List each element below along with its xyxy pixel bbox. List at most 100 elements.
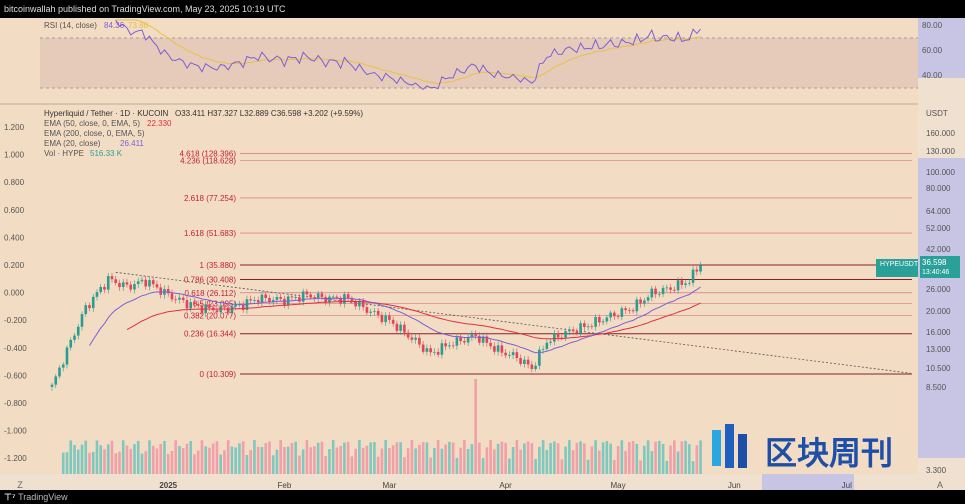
candle-body	[534, 365, 537, 369]
candle-body	[568, 329, 571, 332]
zoom-label[interactable]: Z	[17, 480, 23, 490]
right-tick: 130.000	[926, 147, 955, 156]
candle-body	[376, 310, 380, 315]
candle-body	[661, 287, 665, 294]
candle-body	[264, 294, 267, 299]
right-tick: 20.000	[926, 307, 951, 316]
candle-body	[433, 351, 436, 353]
volume-bar	[170, 450, 174, 474]
volume-bar	[429, 457, 432, 474]
candle-body	[478, 335, 481, 343]
candle-body	[455, 337, 459, 346]
candle-body	[84, 305, 88, 315]
time-axis[interactable]	[0, 474, 918, 494]
volume-bar	[324, 456, 327, 474]
watermark-logo-bar	[738, 434, 747, 468]
volume-bar	[556, 443, 560, 474]
fib-label: 1 (35.880)	[200, 261, 237, 270]
volume-bar	[688, 444, 691, 474]
volume-bar	[451, 442, 455, 474]
volume-bar	[466, 449, 470, 474]
volume-bar	[73, 444, 76, 474]
candle-body	[301, 291, 305, 302]
candle-body	[80, 314, 84, 327]
candle-body	[463, 341, 466, 343]
candle-body	[654, 288, 657, 295]
volume-bar	[193, 454, 196, 474]
volume-bar	[388, 448, 391, 474]
volume-bar	[249, 450, 252, 474]
brand-name: TradingView	[18, 492, 68, 502]
bar-countdown: 13:40:46	[922, 269, 949, 276]
rsi-ma-value: 73.80	[128, 21, 149, 30]
candle-body	[253, 300, 256, 301]
volume-bar	[609, 443, 612, 474]
volume-bar	[500, 441, 504, 474]
candle-body	[320, 293, 324, 297]
candle-body	[91, 296, 95, 309]
volume-bar	[631, 440, 635, 474]
volume-bar	[380, 448, 384, 474]
fib-label: 2.618 (77.254)	[184, 194, 236, 203]
candle-body	[369, 311, 372, 313]
currency-label: USDT	[926, 109, 948, 118]
candle-body	[365, 307, 369, 313]
candle-body	[256, 300, 260, 303]
volume-bar	[88, 452, 91, 474]
ema-20-line	[89, 286, 701, 354]
price-tag-symbol: HYPEUSDT	[880, 261, 919, 268]
volume-bar	[178, 445, 181, 474]
candle-body	[294, 297, 297, 298]
volume-bar	[403, 457, 406, 474]
right-tick: 3.300	[926, 466, 947, 475]
volume-bar	[444, 444, 447, 474]
x-tick: 2025	[159, 481, 177, 490]
last-price: 36.598	[922, 258, 947, 267]
candle-body	[144, 279, 148, 287]
volume-bar	[305, 440, 309, 474]
volume-bar	[339, 445, 342, 474]
volume-bar	[136, 440, 140, 474]
candle-body	[511, 352, 515, 356]
candle-body	[493, 346, 496, 352]
volume-bar	[358, 440, 361, 474]
volume-bar	[583, 443, 586, 474]
volume-bar	[155, 448, 159, 474]
volume-bar	[133, 444, 136, 474]
volume-bar	[391, 445, 395, 474]
auto-scale-label[interactable]: A	[937, 480, 943, 490]
candle-body	[106, 276, 110, 290]
candle-body	[586, 326, 590, 328]
volume-bar	[433, 447, 436, 474]
chart-canvas[interactable]: Z A 4.618 (128.396)4.236 (118.628) 2.618 …	[0, 18, 965, 494]
candle-body	[129, 284, 133, 290]
volume-bar	[148, 440, 151, 474]
volume-bar	[144, 451, 148, 474]
candle-body	[346, 294, 350, 298]
candle-body	[69, 339, 73, 348]
candle-body	[635, 299, 639, 312]
candle-body	[133, 284, 136, 290]
volume-bar	[328, 449, 331, 474]
candle-body	[418, 337, 421, 345]
volume-bar	[65, 452, 69, 474]
candle-body	[489, 342, 492, 347]
volume-bar	[260, 447, 264, 474]
candle-body	[530, 364, 534, 369]
volume-bar	[628, 442, 631, 474]
volume-bar	[661, 444, 665, 474]
candle-body	[646, 297, 650, 301]
candle-body	[61, 364, 65, 368]
x-tick: May	[611, 481, 626, 490]
volume-bar	[350, 456, 354, 474]
candle-body	[680, 280, 684, 285]
candle-body	[553, 333, 556, 342]
volume-bar	[624, 450, 627, 474]
volume-bar	[511, 447, 515, 474]
candle-body	[436, 351, 440, 355]
candle-body	[545, 342, 549, 349]
volume-bar	[253, 440, 256, 474]
candle-body	[125, 282, 129, 285]
volume-bar	[268, 441, 271, 474]
volume-bar	[365, 445, 369, 474]
